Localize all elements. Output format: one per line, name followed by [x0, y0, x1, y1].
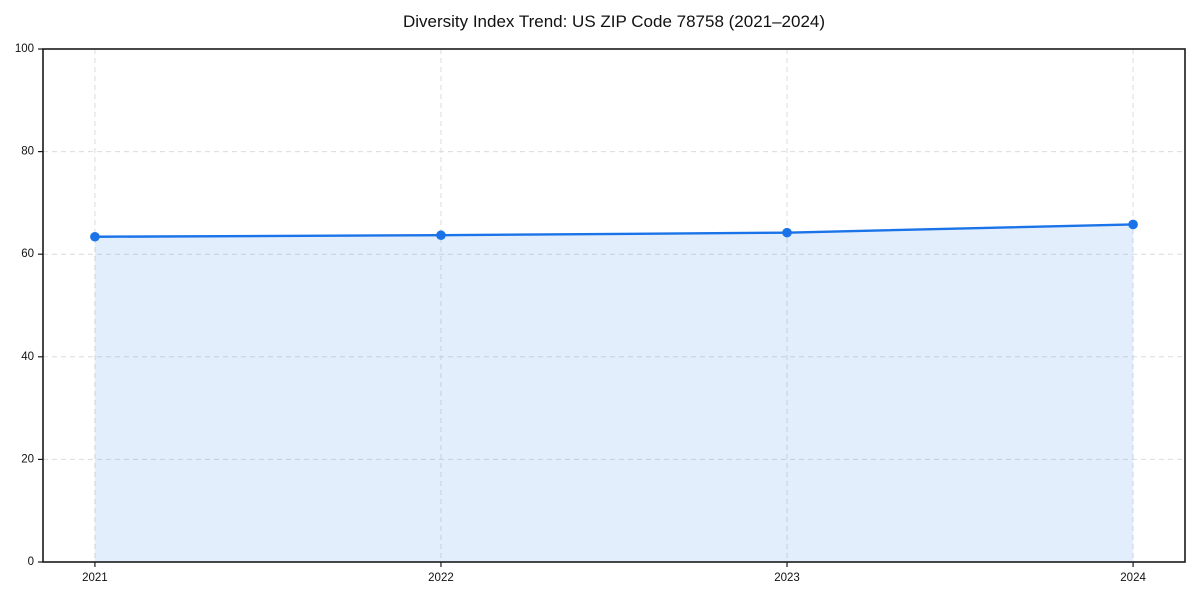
y-tick-label: 100	[15, 43, 34, 55]
data-point-marker	[90, 231, 100, 242]
data-point-marker	[436, 230, 446, 241]
data-point-marker	[782, 227, 792, 238]
y-tick-label: 0	[28, 556, 34, 568]
data-point-marker	[1128, 219, 1138, 230]
x-tick-label: 2024	[1120, 572, 1146, 584]
trend-line	[93, 223, 1135, 238]
y-tick-label: 40	[21, 351, 34, 363]
area-fill	[94, 224, 1134, 563]
x-tick-label: 2022	[428, 572, 454, 584]
y-tick-label: 80	[21, 146, 34, 158]
plot-border	[42, 48, 1186, 563]
chart-title: Diversity Index Trend: US ZIP Code 78758…	[402, 12, 826, 31]
y-tick-label: 20	[21, 453, 34, 465]
x-tick-label: 2021	[82, 572, 108, 584]
x-tick-label: 2023	[774, 572, 800, 584]
y-tick-label: 60	[21, 248, 34, 260]
